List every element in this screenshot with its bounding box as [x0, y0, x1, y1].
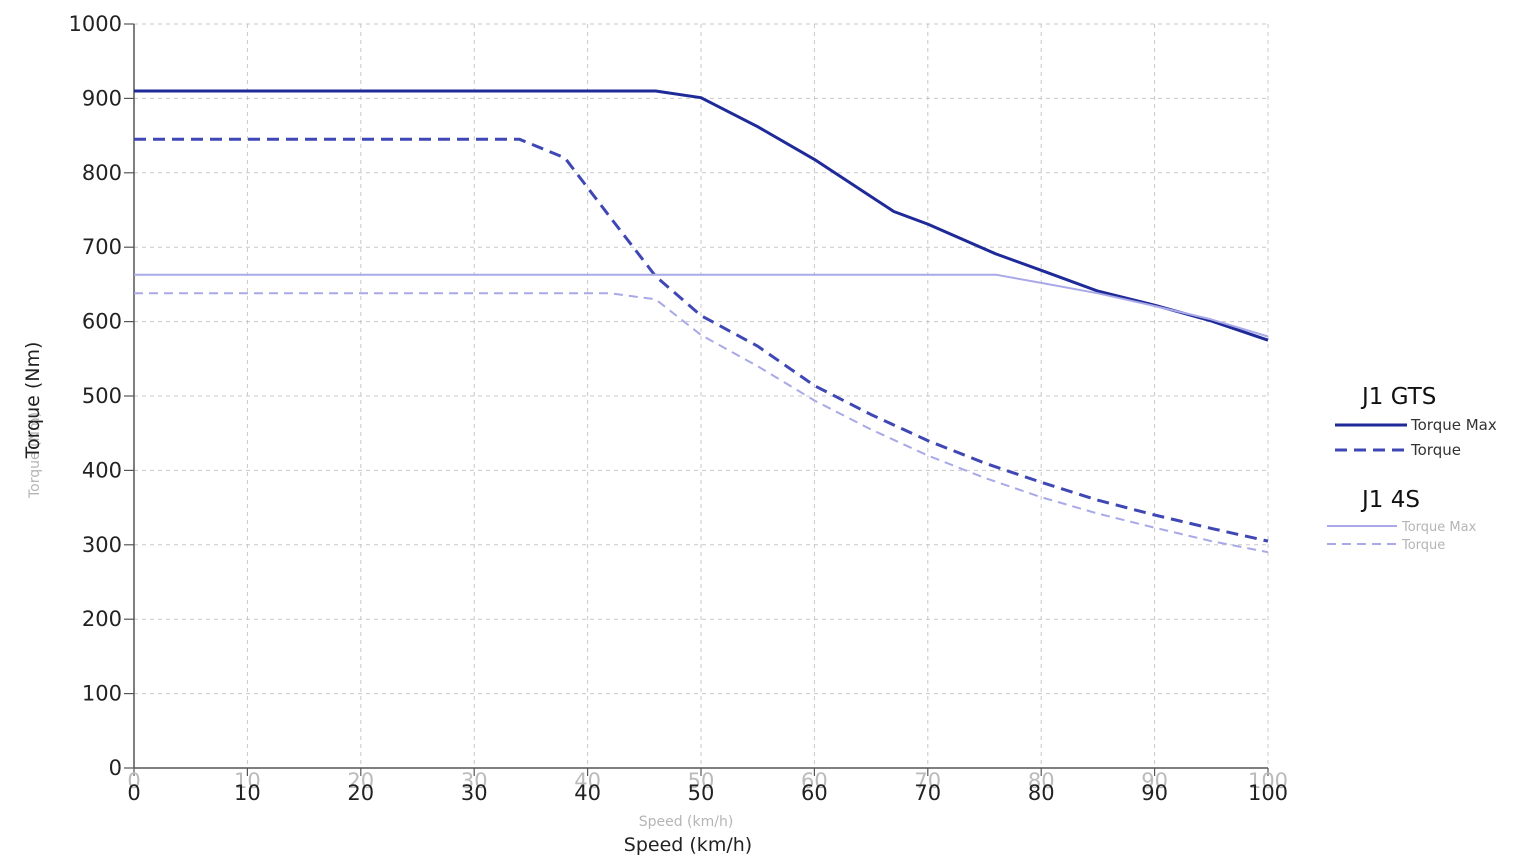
x-tick-label-ghost: 80	[1028, 769, 1055, 793]
y-tick-label: 600	[82, 310, 122, 334]
y-tick-label: 700	[82, 235, 122, 259]
legend-group-title-4s: J1 4S	[1360, 487, 1420, 513]
x-tick-label: 30	[461, 781, 488, 805]
y-tick-label: 900	[82, 86, 122, 110]
y-tick-label: 500	[82, 384, 122, 408]
x-tick-label: 100	[1248, 781, 1288, 805]
x-tick-label: 50	[688, 781, 715, 805]
x-tick-label-ghost: 70	[914, 769, 941, 793]
y-tick-label: 400	[82, 458, 122, 482]
y-tick-label: 1000	[69, 12, 122, 36]
x-axis-title: Speed (km/h)	[624, 834, 752, 856]
x-tick-label: 10	[234, 781, 261, 805]
y-tick-label: 300	[82, 533, 122, 557]
grid	[134, 23, 1269, 768]
x-tick-label: 60	[801, 781, 828, 805]
x-tick-label-ghost: 90	[1141, 769, 1168, 793]
x-tick-label-ghost: 20	[347, 769, 374, 793]
x-tick-label: 70	[914, 781, 941, 805]
y-tick-label: 800	[82, 161, 122, 185]
x-tick-label-ghost: 50	[688, 769, 715, 793]
x-tick-label: 80	[1028, 781, 1055, 805]
x-tick-label: 40	[574, 781, 601, 805]
legend-label-gts-torque: Torque	[1410, 441, 1461, 459]
y-tick-label: 0	[109, 756, 122, 780]
series-line-j1-gts-torque-max	[134, 89, 1269, 342]
x-tick-label-ghost: 100	[1248, 769, 1288, 793]
series-line-j1-4s-torque	[134, 292, 1269, 554]
series-layer	[134, 89, 1269, 554]
y-tick-label: 200	[82, 607, 122, 631]
legend-label-gts-torque-max: Torque Max	[1410, 416, 1497, 434]
legend-label-4s-torque-max: Torque Max	[1401, 520, 1477, 535]
y-axis-title: Torque (Nm)	[22, 342, 44, 460]
x-tick-label-ghost: 30	[461, 769, 488, 793]
series-line-j1-4s-torque-max	[134, 273, 1269, 338]
x-tick-label: 20	[347, 781, 374, 805]
x-tick-label-ghost: 40	[574, 769, 601, 793]
legend-label-4s-torque: Torque	[1401, 538, 1445, 553]
x-tick-label: 0	[127, 781, 140, 805]
x-tick-label: 90	[1141, 781, 1168, 805]
x-tick-label-ghost: 10	[234, 769, 261, 793]
y-tick-label: 100	[82, 682, 122, 706]
x-tick-label-ghost: 60	[801, 769, 828, 793]
x-tick-label-ghost: 0	[127, 769, 140, 793]
series-line-j1-gts-torque	[134, 137, 1269, 543]
x-axis-title-ghost: Speed (km/h)	[639, 814, 734, 830]
legend: J1 GTS Torque Max Torque J1 4S Torque Ma…	[1327, 384, 1497, 553]
legend-group-title-gts: J1 GTS	[1360, 384, 1436, 410]
y-axis-title-ghost: Torque (Nm)	[27, 412, 43, 499]
